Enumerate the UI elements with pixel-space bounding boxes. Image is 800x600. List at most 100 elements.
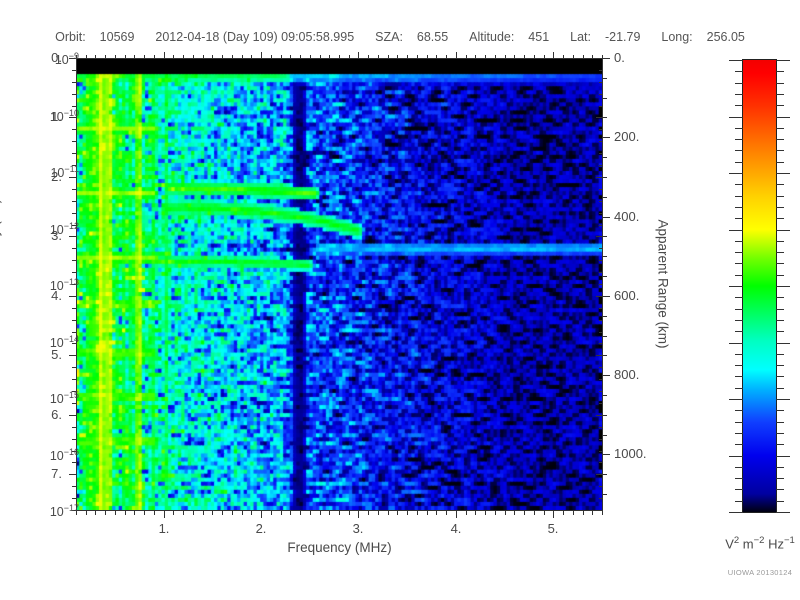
x-minor-tick-top bbox=[232, 55, 233, 59]
range-minor-tick bbox=[603, 177, 607, 178]
colorbar-minor-tick-right bbox=[776, 478, 784, 479]
colorbar-minor-tick-left bbox=[735, 83, 743, 84]
colorbar-tick-label: 10−11 bbox=[50, 164, 79, 181]
x-tick-bottom bbox=[358, 511, 359, 518]
colorbar-minor-tick-left bbox=[735, 433, 743, 434]
colorbar-tick-left bbox=[729, 286, 743, 287]
x-minor-tick-bottom bbox=[602, 511, 603, 515]
range-minor-tick bbox=[603, 157, 607, 158]
range-minor-tick bbox=[603, 256, 607, 257]
x-minor-tick-bottom bbox=[76, 511, 77, 515]
x-minor-tick-top bbox=[183, 55, 184, 59]
y-minor-tick-left bbox=[72, 94, 76, 95]
range-minor-tick bbox=[603, 355, 607, 356]
metadata-header: Orbit: 10569 2012-04-18 (Day 109) 09:05:… bbox=[0, 30, 800, 44]
colorbar-minor-tick-right bbox=[776, 320, 784, 321]
x-minor-tick-top bbox=[475, 55, 476, 59]
y-minor-tick-left bbox=[72, 486, 76, 487]
y-minor-tick-left bbox=[72, 379, 76, 380]
colorbar-minor-tick-left bbox=[735, 207, 743, 208]
colorbar-tick-label: 10−9 bbox=[54, 51, 79, 68]
longitude-value: 256.05 bbox=[706, 30, 745, 44]
y-minor-tick-left bbox=[72, 284, 76, 285]
range-minor-tick bbox=[603, 336, 607, 337]
latitude-value: -21.79 bbox=[604, 30, 641, 44]
x-minor-tick-top bbox=[524, 55, 525, 59]
x-minor-tick-bottom bbox=[427, 511, 428, 515]
y-tick-label-left: 6. bbox=[51, 407, 62, 422]
y-tick-left bbox=[69, 415, 76, 416]
y-minor-tick-left bbox=[72, 70, 76, 71]
x-minor-tick-top bbox=[271, 55, 272, 59]
y-minor-tick-inner-right bbox=[599, 486, 603, 487]
x-minor-tick-top bbox=[427, 55, 428, 59]
x-minor-tick-top bbox=[544, 55, 545, 59]
x-minor-tick-top bbox=[95, 55, 96, 59]
y-minor-tick-inner-right bbox=[599, 320, 603, 321]
colorbar-tick-right bbox=[776, 230, 790, 231]
longitude-label: Long: bbox=[661, 30, 693, 44]
colorbar-tick-right bbox=[776, 60, 790, 61]
y-minor-tick-left bbox=[72, 462, 76, 463]
y-minor-tick-left bbox=[72, 451, 76, 452]
colorbar-minor-tick-left bbox=[735, 309, 743, 310]
x-minor-tick-top bbox=[583, 55, 584, 59]
y-minor-tick-left bbox=[72, 248, 76, 249]
colorbar-minor-tick-right bbox=[776, 252, 784, 253]
colorbar-minor-tick-right bbox=[776, 218, 784, 219]
colorbar-tick-label: 10−17 bbox=[49, 503, 79, 520]
sza-label: SZA: bbox=[375, 30, 403, 44]
y-minor-tick-left bbox=[72, 260, 76, 261]
x-minor-tick-top bbox=[397, 55, 398, 59]
colorbar-minor-tick-left bbox=[735, 150, 743, 151]
colorbar-minor-tick-left bbox=[735, 331, 743, 332]
y-minor-tick-inner-right bbox=[599, 343, 603, 344]
x-minor-tick-bottom bbox=[232, 511, 233, 515]
range-tick-label: 200. bbox=[614, 129, 640, 144]
y-minor-tick-inner-right bbox=[599, 332, 603, 333]
x-tick-label: 4. bbox=[450, 521, 462, 536]
y-minor-tick-inner-right bbox=[599, 403, 603, 404]
colorbar-tick-right bbox=[776, 117, 790, 118]
colorbar-unit-label: V2 m−2 Hz−1 bbox=[725, 535, 795, 552]
colorbar-minor-tick-right bbox=[776, 365, 784, 366]
x-minor-tick-top bbox=[212, 55, 213, 59]
x-minor-tick-bottom bbox=[203, 511, 204, 515]
y-tick-left bbox=[69, 236, 76, 237]
x-minor-tick-bottom bbox=[563, 511, 564, 515]
range-minor-tick bbox=[603, 276, 607, 277]
colorbar-minor-tick-right bbox=[776, 94, 784, 95]
colorbar-minor-tick-left bbox=[735, 94, 743, 95]
x-minor-tick-bottom bbox=[514, 511, 515, 515]
x-minor-tick-bottom bbox=[592, 511, 593, 515]
x-minor-tick-top bbox=[436, 55, 437, 59]
y-minor-tick-inner-right bbox=[599, 225, 603, 226]
x-minor-tick-bottom bbox=[573, 511, 574, 515]
x-minor-tick-top bbox=[563, 55, 564, 59]
range-tick-label: 400. bbox=[614, 209, 640, 224]
x-minor-tick-bottom bbox=[475, 511, 476, 515]
colorbar-minor-tick-left bbox=[735, 275, 743, 276]
range-minor-tick bbox=[603, 474, 607, 475]
colorbar-tick-label: 10−12 bbox=[49, 221, 79, 238]
y-minor-tick-inner-right bbox=[599, 94, 603, 95]
range-tick-right bbox=[603, 137, 610, 138]
x-minor-tick-top bbox=[310, 55, 311, 59]
credit-text: UIOWA 20130124 bbox=[727, 568, 793, 577]
x-minor-tick-bottom bbox=[524, 511, 525, 515]
colorbar-minor-tick-left bbox=[735, 241, 743, 242]
y-tick-inner-right bbox=[596, 177, 603, 178]
y-tick-left bbox=[69, 177, 76, 178]
x-minor-tick-top bbox=[368, 55, 369, 59]
x-minor-tick-top bbox=[329, 55, 330, 59]
x-minor-tick-top bbox=[144, 55, 145, 59]
x-minor-tick-top bbox=[602, 55, 603, 59]
x-tick-top bbox=[261, 52, 262, 59]
y-tick-left bbox=[69, 117, 76, 118]
y-axis-title-left: Time Delay (ms) bbox=[0, 168, 2, 328]
colorbar-minor-tick-right bbox=[776, 410, 784, 411]
y-minor-tick-left bbox=[72, 201, 76, 202]
colorbar-tick-right bbox=[776, 343, 790, 344]
colorbar-tick-right bbox=[776, 173, 790, 174]
x-minor-tick-bottom bbox=[193, 511, 194, 515]
